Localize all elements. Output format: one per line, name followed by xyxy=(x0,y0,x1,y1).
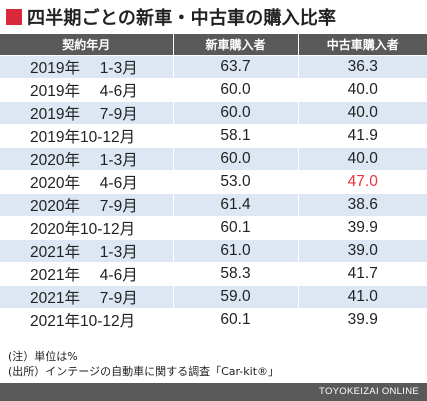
used-car-cell: 38.6 xyxy=(298,193,427,217)
brand-logo: TOYOKEIZAI ONLINE xyxy=(319,386,419,397)
new-car-cell: 60.1 xyxy=(173,216,299,240)
new-car-cell: 58.1 xyxy=(173,124,299,148)
used-car-cell-highlighted: 47.0 xyxy=(298,170,427,194)
new-car-cell: 60.0 xyxy=(173,147,299,171)
new-car-cell: 61.0 xyxy=(173,239,299,263)
table-row: 2019年 4-6月 60.0 40.0 xyxy=(0,78,427,102)
period-cell: 2019年 7-9月 xyxy=(0,101,174,125)
table-row: 2020年10-12月 60.1 39.9 xyxy=(0,216,427,240)
used-car-cell: 41.0 xyxy=(298,285,427,309)
page-title: 四半期ごとの新車・中古車の購入比率 xyxy=(27,8,337,29)
table-row: 2019年 7-9月 60.0 40.0 xyxy=(0,101,427,125)
notes: (注）単位は% (出所）インテージの自動車に関する調査「Car-kit®」 xyxy=(8,349,279,379)
period-cell: 2020年10-12月 xyxy=(0,216,174,240)
title-row: 四半期ごとの新車・中古車の購入比率 xyxy=(6,5,336,29)
used-car-cell: 40.0 xyxy=(298,101,427,125)
table-row: 2019年10-12月 58.1 41.9 xyxy=(0,124,427,148)
new-car-cell: 60.1 xyxy=(173,308,299,331)
period-cell: 2020年 7-9月 xyxy=(0,193,174,217)
table-row: 2019年 1-3月 63.7 36.3 xyxy=(0,55,427,79)
header-new-car: 新車購入者 xyxy=(173,34,299,56)
source-note: (出所）インテージの自動車に関する調査「Car-kit®」 xyxy=(8,365,280,378)
period-cell: 2019年 4-6月 xyxy=(0,78,174,102)
title-marker-icon xyxy=(6,9,22,25)
table-row: 2021年 4-6月 58.3 41.7 xyxy=(0,262,427,286)
used-car-cell: 40.0 xyxy=(298,147,427,171)
unit-note: (注）単位は% xyxy=(8,350,78,363)
new-car-cell: 61.4 xyxy=(173,193,299,217)
header-period: 契約年月 xyxy=(0,34,174,56)
table-row: 2020年 4-6月 53.0 47.0 xyxy=(0,170,427,194)
used-car-cell: 39.9 xyxy=(298,216,427,240)
period-cell: 2021年 7-9月 xyxy=(0,285,174,309)
new-car-cell: 63.7 xyxy=(173,55,299,79)
table-row: 2020年 1-3月 60.0 40.0 xyxy=(0,147,427,171)
new-car-cell: 53.0 xyxy=(173,170,299,194)
footer-bar: TOYOKEIZAI ONLINE xyxy=(0,383,427,401)
period-cell: 2019年10-12月 xyxy=(0,124,174,148)
used-car-cell: 39.9 xyxy=(298,308,427,331)
period-cell: 2020年 4-6月 xyxy=(0,170,174,194)
period-cell: 2021年10-12月 xyxy=(0,308,174,331)
table-row: 2021年10-12月 60.1 39.9 xyxy=(0,308,427,331)
table-header-row: 契約年月 新車購入者 中古車購入者 xyxy=(0,34,427,56)
new-car-cell: 60.0 xyxy=(173,101,299,125)
period-cell: 2019年 1-3月 xyxy=(0,55,174,79)
period-cell: 2020年 1-3月 xyxy=(0,147,174,171)
new-car-cell: 58.3 xyxy=(173,262,299,286)
period-cell: 2021年 4-6月 xyxy=(0,262,174,286)
header-used-car: 中古車購入者 xyxy=(298,34,427,56)
used-car-cell: 40.0 xyxy=(298,78,427,102)
used-car-cell: 41.7 xyxy=(298,262,427,286)
used-car-cell: 41.9 xyxy=(298,124,427,148)
table-row: 2021年 1-3月 61.0 39.0 xyxy=(0,239,427,263)
period-cell: 2021年 1-3月 xyxy=(0,239,174,263)
used-car-cell: 39.0 xyxy=(298,239,427,263)
table-row: 2021年 7-9月 59.0 41.0 xyxy=(0,285,427,309)
table-row: 2020年 7-9月 61.4 38.6 xyxy=(0,193,427,217)
new-car-cell: 59.0 xyxy=(173,285,299,309)
purchase-ratio-table: 契約年月 新車購入者 中古車購入者 2019年 1-3月 63.7 36.3 2… xyxy=(0,34,427,331)
new-car-cell: 60.0 xyxy=(173,78,299,102)
used-car-cell: 36.3 xyxy=(298,55,427,79)
